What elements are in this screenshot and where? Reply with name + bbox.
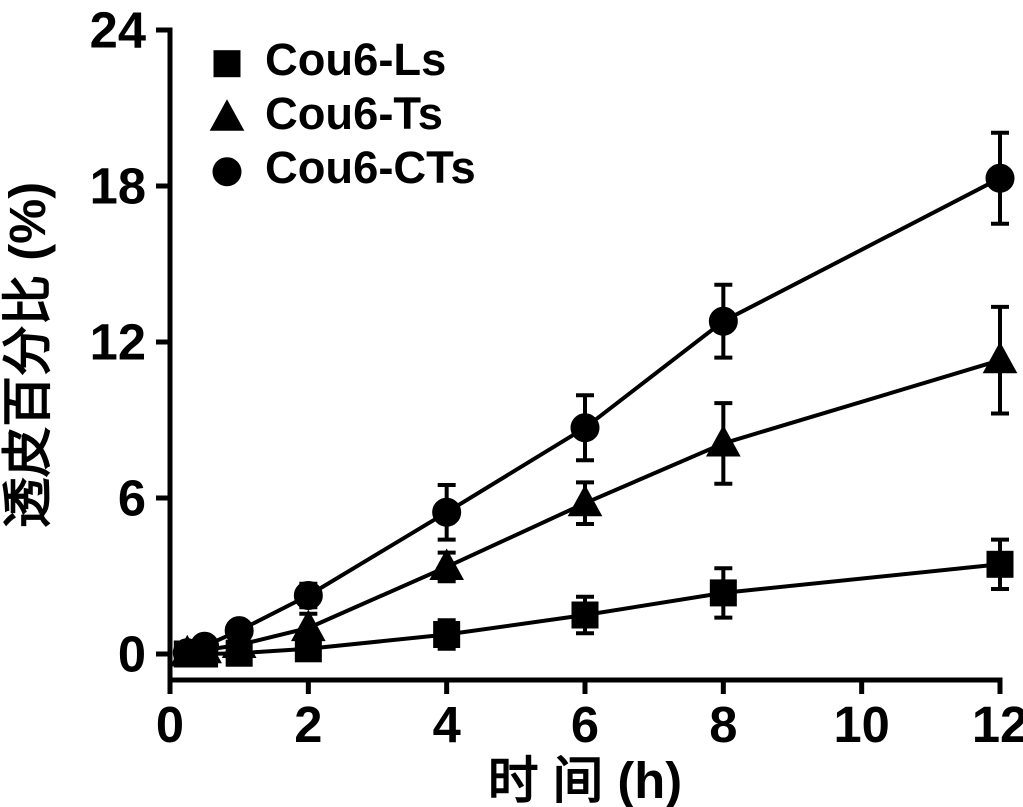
marker-cou6-ls [710, 580, 736, 606]
marker-cou6-cts [225, 617, 253, 645]
legend-marker-cou6-ts [211, 100, 244, 130]
marker-cou6-ts [984, 343, 1017, 373]
y-tick-label: 24 [90, 2, 146, 59]
series-markers [171, 164, 1017, 667]
y-tick-label: 12 [90, 314, 146, 371]
chart-container: 02468101206121824 透皮百分比 (%) 时 间 (h) Cou6… [0, 0, 1023, 807]
marker-cou6-cts [433, 498, 461, 526]
y-axis-label: 透皮百分比 (%) [0, 182, 56, 528]
legend: Cou6-LsCou6-TsCou6-CTs [211, 34, 476, 193]
marker-cou6-cts [191, 632, 219, 660]
marker-cou6-ls [572, 602, 598, 628]
x-tick-label: 12 [972, 696, 1023, 753]
marker-cou6-ts [292, 611, 325, 641]
marker-cou6-cts [709, 307, 737, 335]
marker-cou6-ls [434, 622, 460, 648]
y-tick-label: 18 [90, 158, 146, 215]
legend-label-cou6-ts: Cou6-Ts [265, 88, 443, 139]
legend-label-cou6-cts: Cou6-CTs [265, 142, 476, 193]
x-tick-label: 2 [294, 696, 322, 753]
legend-label-cou6-ls: Cou6-Ls [265, 34, 446, 85]
marker-cou6-ls [987, 551, 1013, 577]
x-tick-label: 0 [156, 696, 184, 753]
x-tick-label: 8 [709, 696, 737, 753]
marker-cou6-cts [294, 582, 322, 610]
y-tick-label: 0 [118, 626, 146, 683]
x-axis-label: 时 间 (h) [488, 752, 682, 807]
chart-svg: 02468101206121824 透皮百分比 (%) 时 间 (h) Cou6… [0, 0, 1023, 807]
legend-marker-cou6-cts [213, 158, 241, 186]
marker-cou6-cts [571, 414, 599, 442]
y-tick-label: 6 [118, 470, 146, 527]
x-tick-label: 4 [433, 696, 461, 753]
marker-cou6-ts [569, 486, 602, 516]
legend-marker-cou6-ls [214, 51, 240, 77]
x-tick-label: 10 [833, 696, 889, 753]
marker-cou6-ts [430, 550, 463, 580]
marker-cou6-cts [986, 164, 1014, 192]
x-tick-label: 6 [571, 696, 599, 753]
